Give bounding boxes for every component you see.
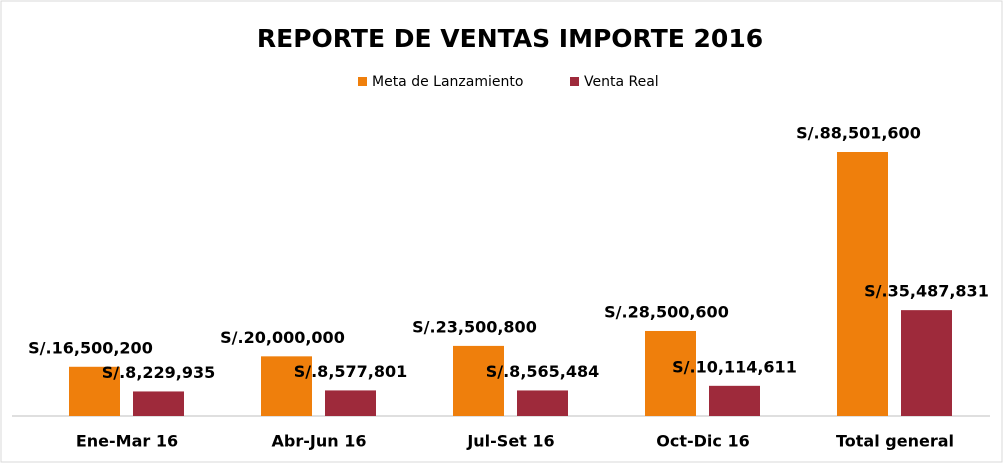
- data-label: S/.28,500,600: [604, 302, 729, 321]
- x-tick-label: Abr-Jun 16: [272, 432, 367, 451]
- data-label: S/.88,501,600: [796, 124, 921, 143]
- bar: [709, 385, 760, 416]
- data-label: S/.8,229,935: [102, 363, 216, 382]
- legend-label: Venta Real: [584, 74, 659, 90]
- bar: [453, 345, 504, 416]
- data-label: S/.23,500,800: [412, 317, 537, 336]
- bar: [69, 366, 120, 416]
- x-tick-label: Oct-Dic 16: [656, 432, 749, 451]
- data-label: S/.20,000,000: [220, 328, 345, 347]
- legend-swatch: [570, 77, 579, 86]
- data-label: S/.10,114,611: [672, 357, 797, 376]
- data-label: S/.35,487,831: [864, 282, 989, 301]
- x-tick-label: Jul-Set 16: [466, 432, 554, 451]
- data-label: S/.8,577,801: [294, 362, 408, 381]
- bar: [901, 310, 952, 416]
- bar: [325, 390, 376, 416]
- legend-label: Meta de Lanzamiento: [372, 74, 523, 90]
- data-label: S/.16,500,200: [28, 338, 153, 357]
- bar: [261, 356, 312, 416]
- legend-swatch: [358, 77, 367, 86]
- bar: [133, 391, 184, 416]
- bar: [645, 330, 696, 416]
- chart-title: REPORTE DE VENTAS IMPORTE 2016: [257, 24, 763, 53]
- x-tick-label: Total general: [836, 432, 954, 451]
- bar: [517, 390, 568, 416]
- x-tick-label: Ene-Mar 16: [76, 432, 178, 451]
- data-label: S/.8,565,484: [486, 362, 600, 381]
- bar: [837, 152, 888, 416]
